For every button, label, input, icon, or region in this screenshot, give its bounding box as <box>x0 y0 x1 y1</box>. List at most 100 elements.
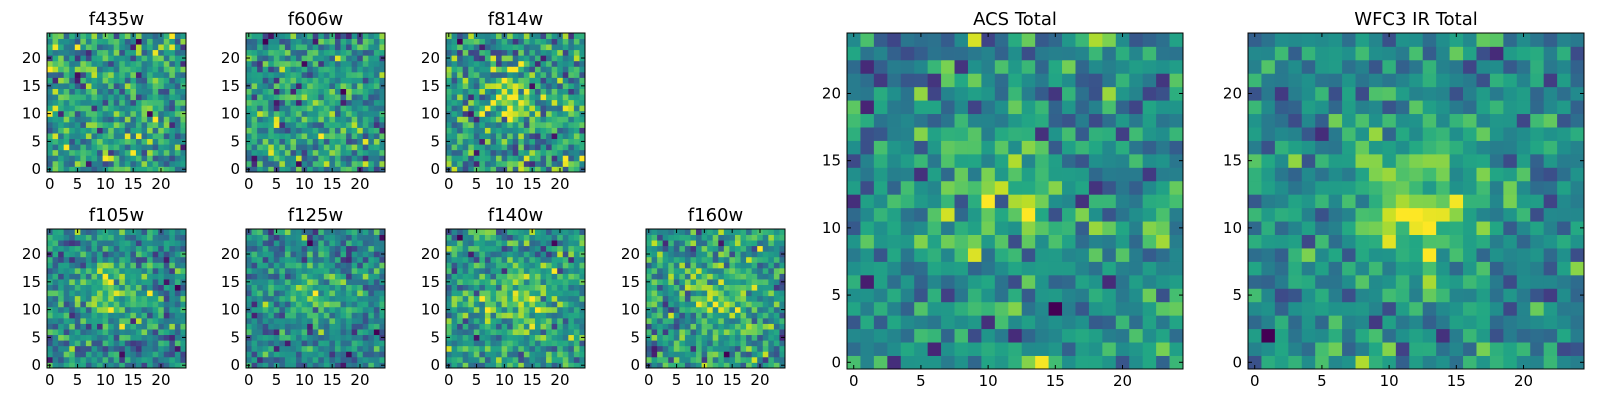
heatmap-cell <box>451 155 458 162</box>
heatmap-cell <box>657 323 664 330</box>
heatmap-cell <box>518 155 525 162</box>
heatmap-cell <box>307 312 314 319</box>
heatmap-cell <box>323 273 330 280</box>
heatmap-cell <box>357 340 364 347</box>
heatmap-cell <box>1088 301 1103 316</box>
heatmap-cell <box>701 340 708 347</box>
heatmap-cell <box>546 55 553 62</box>
heatmap-cell <box>312 144 319 151</box>
heatmap-cell <box>540 99 547 106</box>
heatmap-cell <box>74 351 81 358</box>
heatmap-cell <box>124 133 131 140</box>
x-tick-label: 10 <box>495 175 514 193</box>
heatmap-cell <box>562 251 569 258</box>
heatmap-cell <box>679 306 686 313</box>
heatmap-cell <box>373 99 380 106</box>
heatmap-cell <box>1062 194 1076 209</box>
heatmap-cell <box>279 245 286 252</box>
heatmap-cell <box>679 262 686 269</box>
heatmap-cell <box>887 261 902 276</box>
heatmap-cell <box>158 329 165 336</box>
heatmap-cell <box>362 229 369 235</box>
heatmap-cell <box>479 323 486 330</box>
heatmap-cell <box>512 362 519 369</box>
heatmap-cell <box>368 284 375 291</box>
heatmap-cell <box>1075 328 1090 343</box>
heatmap-cell <box>446 345 452 352</box>
heatmap-cell <box>451 295 458 302</box>
heatmap-cell <box>914 180 929 195</box>
heatmap-cell <box>158 160 165 167</box>
heatmap-cell <box>668 267 675 274</box>
heatmap-cell <box>734 240 741 247</box>
heatmap-cell <box>529 88 536 95</box>
heatmap-cell <box>529 251 536 258</box>
heatmap-cell <box>323 44 330 51</box>
heatmap-cell <box>1088 328 1103 343</box>
heatmap-cell <box>296 290 302 297</box>
heatmap-cell <box>562 290 569 297</box>
y-tick-label: 15 <box>421 273 440 291</box>
heatmap-cell <box>490 279 497 285</box>
heatmap-cell <box>119 279 126 285</box>
heatmap-cell <box>47 155 53 162</box>
heatmap-cell <box>579 312 586 319</box>
heatmap-cell <box>91 88 98 95</box>
heatmap-cell <box>113 83 120 89</box>
y-tick-label: 0 <box>630 356 640 374</box>
heatmap-cell <box>279 262 286 269</box>
heatmap-cell <box>712 256 719 263</box>
heatmap-cell <box>696 267 702 274</box>
heatmap-cell <box>284 127 291 134</box>
heatmap-cell <box>74 334 81 341</box>
heatmap-cell <box>113 284 120 291</box>
heatmap-cell <box>257 166 264 173</box>
heatmap-cell <box>1008 342 1023 356</box>
heatmap-cell <box>262 105 269 112</box>
heatmap-cell <box>180 149 187 156</box>
heatmap-cell <box>779 301 786 308</box>
heatmap-cell <box>723 362 730 369</box>
heatmap-cell <box>757 312 764 319</box>
heatmap-cell <box>340 55 347 62</box>
heatmap-cell <box>484 49 491 56</box>
heatmap-cell <box>340 94 347 101</box>
heatmap-cell <box>124 356 131 363</box>
heatmap-cell <box>373 116 380 123</box>
heatmap-cell <box>479 345 486 352</box>
heatmap-cell <box>174 240 181 247</box>
heatmap-cell <box>701 345 708 352</box>
heatmap-cell <box>80 351 87 358</box>
heatmap-cell <box>860 207 875 222</box>
heatmap-cell <box>130 240 137 247</box>
heatmap-cell <box>523 329 530 336</box>
x-tick-label: 15 <box>523 371 542 389</box>
heatmap-cell <box>340 33 347 39</box>
heatmap-cell <box>473 251 480 258</box>
heatmap-cell <box>457 155 464 162</box>
heatmap-cell <box>362 144 369 151</box>
heatmap-cell <box>69 133 76 140</box>
heatmap-cell <box>52 245 59 252</box>
heatmap-cell <box>1129 288 1144 303</box>
heatmap-cell <box>373 334 380 341</box>
heatmap-cell <box>967 234 982 249</box>
heatmap-cell <box>679 340 686 347</box>
heatmap-cell <box>740 351 747 358</box>
heatmap-cell <box>169 160 176 167</box>
heatmap-cell <box>301 334 308 341</box>
heatmap-cell <box>446 317 452 324</box>
heatmap-cell <box>701 273 708 280</box>
heatmap-cell <box>246 149 252 156</box>
heatmap-cell <box>69 362 76 369</box>
heatmap-cell <box>534 88 541 95</box>
heatmap-cell <box>85 256 92 263</box>
heatmap-cell <box>279 55 286 62</box>
heatmap-cell <box>80 295 87 302</box>
heatmap-cell <box>696 329 702 336</box>
heatmap-cell <box>312 116 319 123</box>
heatmap-cell <box>712 340 719 347</box>
heatmap-cell <box>119 83 126 89</box>
heatmap-cell <box>490 77 497 84</box>
heatmap-cell <box>351 229 358 235</box>
